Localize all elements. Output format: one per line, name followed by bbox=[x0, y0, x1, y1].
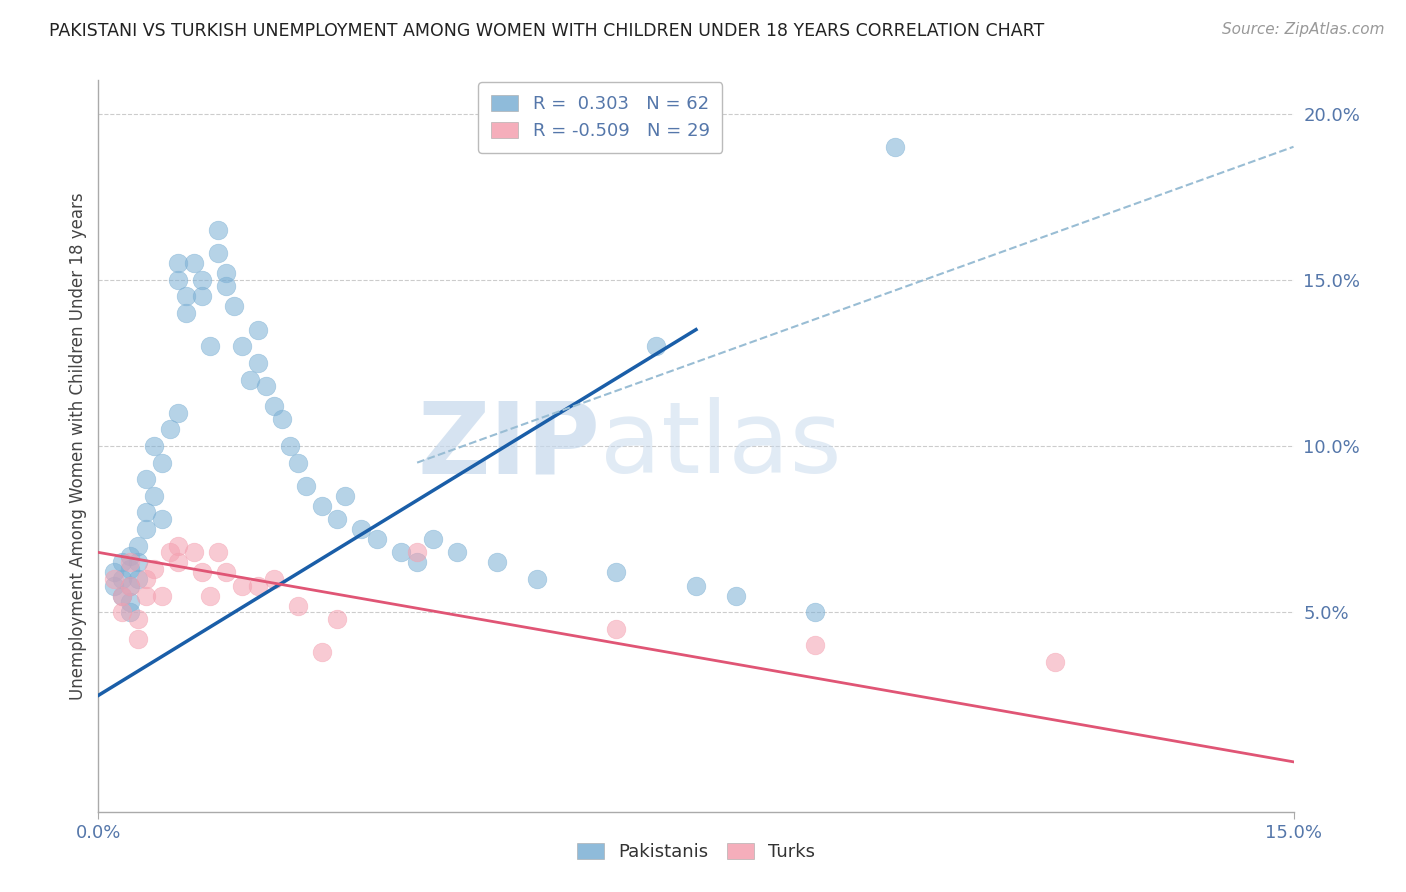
Point bbox=[270, 412, 292, 426]
Point bbox=[183, 256, 205, 270]
Point bbox=[167, 555, 190, 569]
Point bbox=[127, 555, 149, 569]
Point bbox=[111, 572, 134, 586]
Point bbox=[406, 545, 429, 559]
Point bbox=[143, 562, 166, 576]
Point bbox=[287, 456, 309, 470]
Point bbox=[446, 545, 468, 559]
Point bbox=[239, 372, 262, 386]
Point bbox=[246, 356, 269, 370]
Point bbox=[167, 273, 190, 287]
Point bbox=[120, 579, 142, 593]
Point bbox=[120, 595, 142, 609]
Point bbox=[120, 562, 142, 576]
Point bbox=[263, 399, 285, 413]
Y-axis label: Unemployment Among Women with Children Under 18 years: Unemployment Among Women with Children U… bbox=[69, 192, 87, 700]
Point bbox=[167, 539, 190, 553]
Point bbox=[120, 579, 142, 593]
Point bbox=[278, 439, 301, 453]
Point bbox=[685, 579, 707, 593]
Point bbox=[174, 306, 197, 320]
Point bbox=[111, 589, 134, 603]
Point bbox=[120, 605, 142, 619]
Point bbox=[103, 566, 125, 580]
Point bbox=[111, 605, 134, 619]
Point bbox=[326, 612, 349, 626]
Point bbox=[143, 489, 166, 503]
Point bbox=[198, 339, 221, 353]
Point bbox=[724, 589, 747, 603]
Point bbox=[120, 549, 142, 563]
Point bbox=[222, 299, 245, 313]
Point bbox=[111, 589, 134, 603]
Point bbox=[406, 555, 429, 569]
Point bbox=[127, 612, 149, 626]
Point bbox=[804, 605, 827, 619]
Point bbox=[103, 572, 125, 586]
Point bbox=[174, 289, 197, 303]
Point bbox=[350, 522, 373, 536]
Point bbox=[207, 246, 229, 260]
Text: atlas: atlas bbox=[600, 398, 842, 494]
Point bbox=[335, 489, 357, 503]
Text: ZIP: ZIP bbox=[418, 398, 600, 494]
Point bbox=[884, 140, 907, 154]
Point bbox=[254, 379, 277, 393]
Point bbox=[167, 256, 190, 270]
Point bbox=[207, 223, 229, 237]
Point bbox=[207, 545, 229, 559]
Point bbox=[159, 545, 181, 559]
Point bbox=[246, 323, 269, 337]
Point bbox=[135, 472, 157, 486]
Point bbox=[215, 266, 238, 280]
Point bbox=[103, 579, 125, 593]
Point bbox=[246, 579, 269, 593]
Point bbox=[215, 279, 238, 293]
Point bbox=[183, 545, 205, 559]
Point bbox=[127, 572, 149, 586]
Point bbox=[1043, 655, 1066, 669]
Point bbox=[191, 273, 214, 287]
Point bbox=[311, 645, 333, 659]
Point bbox=[198, 589, 221, 603]
Point bbox=[191, 289, 214, 303]
Point bbox=[526, 572, 548, 586]
Point bbox=[422, 532, 444, 546]
Point bbox=[804, 639, 827, 653]
Point bbox=[231, 339, 253, 353]
Legend: Pakistanis, Turks: Pakistanis, Turks bbox=[569, 836, 823, 869]
Point bbox=[287, 599, 309, 613]
Point bbox=[150, 512, 173, 526]
Point bbox=[167, 406, 190, 420]
Point bbox=[326, 512, 349, 526]
Point bbox=[135, 589, 157, 603]
Point bbox=[311, 499, 333, 513]
Point bbox=[159, 422, 181, 436]
Text: PAKISTANI VS TURKISH UNEMPLOYMENT AMONG WOMEN WITH CHILDREN UNDER 18 YEARS CORRE: PAKISTANI VS TURKISH UNEMPLOYMENT AMONG … bbox=[49, 22, 1045, 40]
Point bbox=[263, 572, 285, 586]
Point bbox=[366, 532, 388, 546]
Point bbox=[135, 522, 157, 536]
Point bbox=[215, 566, 238, 580]
Point bbox=[135, 506, 157, 520]
Point bbox=[294, 479, 316, 493]
Text: Source: ZipAtlas.com: Source: ZipAtlas.com bbox=[1222, 22, 1385, 37]
Point bbox=[485, 555, 508, 569]
Point bbox=[135, 572, 157, 586]
Point bbox=[605, 566, 627, 580]
Point bbox=[231, 579, 253, 593]
Point bbox=[150, 456, 173, 470]
Point bbox=[120, 555, 142, 569]
Point bbox=[150, 589, 173, 603]
Point bbox=[191, 566, 214, 580]
Point bbox=[127, 632, 149, 646]
Point bbox=[389, 545, 412, 559]
Point bbox=[111, 555, 134, 569]
Point bbox=[143, 439, 166, 453]
Point bbox=[645, 339, 668, 353]
Point bbox=[127, 539, 149, 553]
Point bbox=[605, 622, 627, 636]
